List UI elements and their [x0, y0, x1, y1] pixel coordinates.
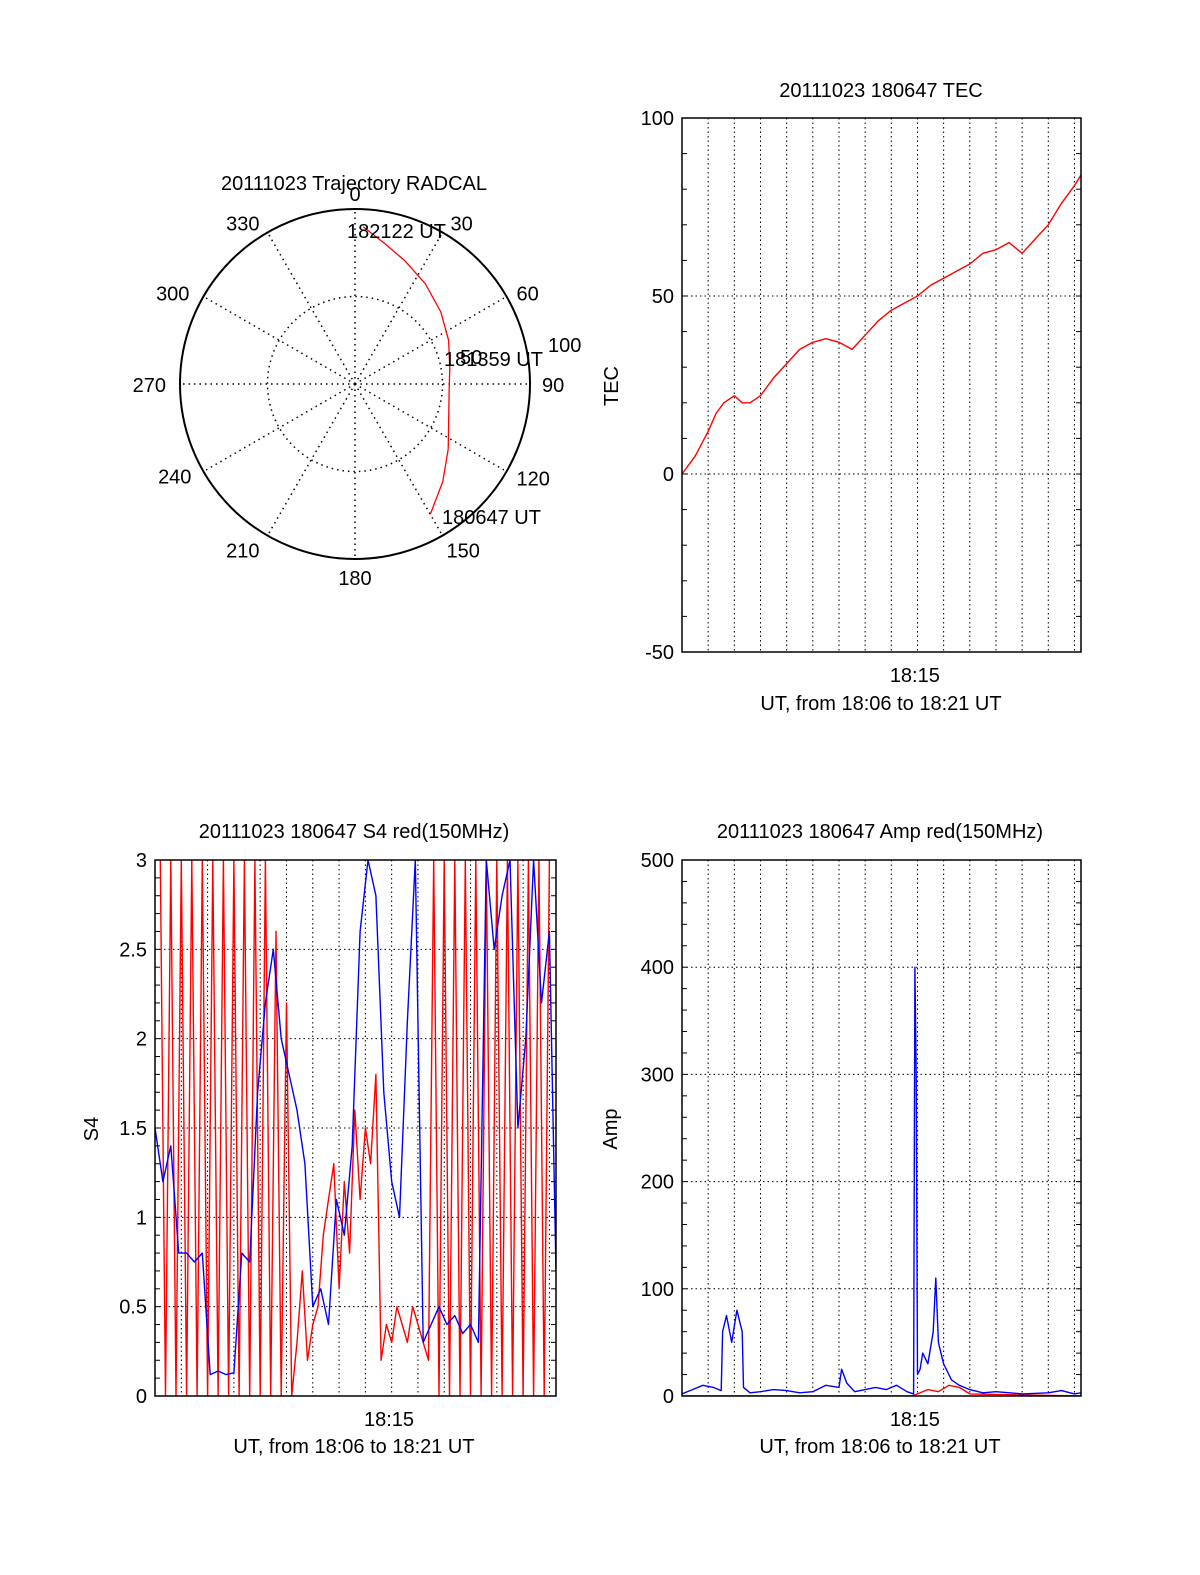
y-tick-label: 100 [641, 1279, 674, 1301]
amp-xlabel: UT, from 18:06 to 18:21 UT [759, 1436, 1000, 1458]
x-tick-label: 18:15 [890, 665, 940, 687]
polar-grid [179, 208, 531, 560]
trajectory-title: 20111023 Trajectory RADCAL [221, 173, 487, 195]
polar-angle-label: 60 [517, 284, 539, 306]
polar-spoke [266, 383, 356, 536]
plot-frame [154, 859, 557, 1397]
polar-angle-label: 210 [226, 541, 259, 563]
y-tick-label: 0.5 [119, 1297, 147, 1319]
polar-outer-circle [179, 208, 531, 560]
annotation-start-time: 180647 UT [442, 507, 541, 529]
s4-xlabel: UT, from 18:06 to 18:21 UT [233, 1436, 474, 1458]
y-tick-label: 100 [641, 108, 674, 130]
series-line [159, 860, 551, 1396]
tec-xlabel: UT, from 18:06 to 18:21 UT [760, 693, 1001, 715]
y-tick-label: 0 [663, 464, 674, 486]
polar-spoke [354, 383, 507, 473]
y-tick-label: -50 [645, 642, 674, 664]
trajectory-panel: 20111023 Trajectory RADCAL 0 30 60 90 120 150… [133, 173, 582, 590]
amp-ylabel: Amp [600, 1108, 622, 1149]
x-tick-label: 18:15 [890, 1409, 940, 1431]
polar-annotations: 182122 UT 181359 UT 180647 UT [347, 221, 543, 529]
series-line [155, 860, 556, 1376]
plot-series-group [682, 966, 1081, 1396]
annotation-end-time: 182122 UT [347, 221, 446, 243]
polar-series [362, 226, 451, 515]
s4-ylabel: S4 [81, 1117, 103, 1141]
polar-angle-label: 150 [447, 541, 480, 563]
polar-angle-label: 270 [133, 375, 166, 397]
plot-frame [681, 859, 1082, 1397]
amp-panel: 20111023 180647 Amp red(150MHz) Amp UT, … [600, 821, 1082, 1458]
polar-spoke [354, 383, 444, 536]
polar-angle-label: 90 [542, 375, 564, 397]
polar-angle-labels: 0 30 60 90 120 150 180 210 240 270 300 330 50 100 [133, 184, 582, 590]
y-tick-label: 2 [136, 1029, 147, 1051]
y-tick-label: 500 [641, 850, 674, 872]
x-tick-label: 18:15 [364, 1409, 414, 1431]
polar-radial-label: 100 [548, 335, 581, 357]
y-tick-label: 50 [652, 286, 674, 308]
polar-angle-label: 120 [517, 469, 550, 491]
trajectory-line [362, 226, 451, 515]
y-tick-label: 2.5 [119, 939, 147, 961]
polar-ring-50 [266, 295, 444, 473]
plot-series-group [682, 174, 1081, 475]
tec-ylabel: TEC [601, 366, 623, 406]
annotation-mid-time: 181359 UT [444, 349, 543, 371]
tec-panel: 20111023 180647 TEC TEC UT, from 18:06 t… [601, 80, 1082, 715]
series-line [682, 174, 1081, 475]
y-tick-label: 1.5 [119, 1118, 147, 1140]
y-tick-label: 1 [136, 1207, 147, 1229]
plot-frame [681, 117, 1082, 653]
series-line [682, 1384, 1081, 1396]
polar-radial-label: 50 [460, 347, 482, 369]
plot-series-group [155, 860, 556, 1396]
polar-angle-label: 0 [349, 184, 360, 206]
polar-angle-label: 240 [158, 467, 191, 489]
y-tick-label: 0 [663, 1386, 674, 1408]
polar-spoke [203, 383, 356, 473]
polar-angle-label: 330 [226, 213, 259, 235]
polar-angle-label: 30 [451, 213, 473, 235]
s4-title: 20111023 180647 S4 red(150MHz) [199, 821, 510, 843]
s4-panel: 20111023 180647 S4 red(150MHz) S4 UT, fr… [81, 821, 557, 1458]
tec-title: 20111023 180647 TEC [779, 80, 983, 102]
y-tick-label: 200 [641, 1172, 674, 1194]
amp-title: 20111023 180647 Amp red(150MHz) [717, 821, 1043, 843]
series-line [682, 966, 1081, 1395]
y-tick-label: 0 [136, 1386, 147, 1408]
y-tick-label: 400 [641, 957, 674, 979]
polar-spoke [266, 232, 356, 385]
polar-angle-label: 300 [156, 284, 189, 306]
polar-angle-label: 180 [338, 568, 371, 590]
y-tick-label: 300 [641, 1064, 674, 1086]
y-tick-label: 3 [136, 850, 147, 872]
